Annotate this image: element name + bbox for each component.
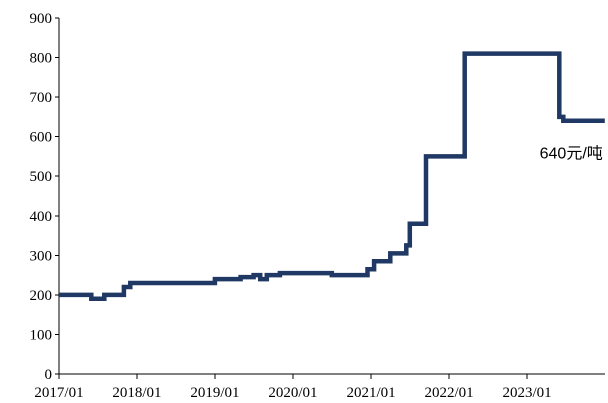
- x-tick-label: 2020/01: [268, 385, 317, 401]
- y-tick-label: 300: [30, 248, 53, 264]
- x-tick-label: 2019/01: [190, 385, 239, 401]
- y-tick-label: 600: [30, 130, 53, 146]
- x-tick-label: 2021/01: [347, 385, 396, 401]
- y-tick-label: 700: [30, 90, 53, 106]
- x-tick-label: 2017/01: [34, 385, 83, 401]
- y-tick-label: 100: [30, 327, 53, 343]
- x-tick-label: 2022/01: [424, 385, 473, 401]
- y-tick-label: 0: [45, 367, 53, 383]
- annotation-layer: 640元/吨: [540, 144, 603, 162]
- y-tick-label: 500: [30, 169, 53, 185]
- x-tick-label: 2023/01: [502, 385, 551, 401]
- x-tick-label: 2018/01: [112, 385, 161, 401]
- price-series-line: [59, 51, 605, 302]
- y-tick-label: 200: [30, 288, 53, 304]
- y-tick-label: 800: [30, 51, 53, 67]
- y-axis: 0 100 200 300 400 500 600 700 800 900: [30, 11, 60, 383]
- y-tick-label: 400: [30, 209, 53, 225]
- series-layer: [59, 51, 605, 302]
- price-annotation: 640元/吨: [540, 144, 603, 162]
- y-tick-label: 900: [30, 11, 53, 27]
- x-axis: 2017/01 2018/01 2019/01 2020/01 2021/01 2022/…: [34, 373, 605, 401]
